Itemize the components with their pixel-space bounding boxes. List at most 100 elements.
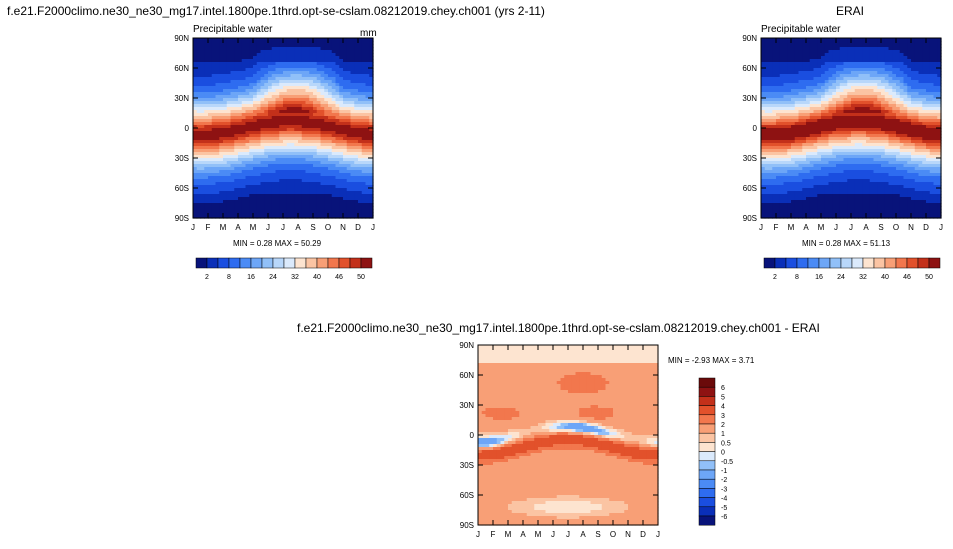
- heat-cell: [817, 155, 822, 159]
- heat-cell: [873, 116, 878, 120]
- heat-cell: [200, 95, 205, 99]
- heat-cell: [215, 47, 220, 51]
- heat-cell: [249, 95, 254, 99]
- heat-cell: [271, 77, 277, 81]
- heat-cell: [369, 65, 374, 69]
- heat-cell: [350, 206, 355, 210]
- heat-cell: [264, 95, 269, 99]
- heat-cell: [241, 140, 247, 144]
- heat-cell: [858, 152, 863, 156]
- heat-cell: [219, 65, 224, 69]
- heat-cell: [294, 80, 299, 84]
- heat-cell: [937, 122, 942, 126]
- heat-cell: [929, 44, 935, 48]
- heat-cell: [926, 119, 931, 123]
- heat-cell: [283, 74, 288, 78]
- heat-cell: [346, 50, 352, 54]
- heat-cell: [301, 65, 307, 69]
- heat-cell: [241, 122, 247, 126]
- heat-cell: [809, 146, 815, 150]
- heat-cell: [283, 89, 288, 93]
- heat-cell: [298, 164, 303, 168]
- heat-cell: [245, 59, 250, 63]
- heat-cell: [298, 131, 303, 135]
- heat-cell: [881, 107, 886, 111]
- heat-cell: [358, 86, 363, 90]
- heat-cell: [350, 137, 355, 141]
- heat-cell: [196, 125, 202, 129]
- heat-cell: [226, 146, 232, 150]
- heat-cell: [929, 80, 935, 84]
- heat-cell: [817, 104, 822, 108]
- heat-cell: [211, 188, 217, 192]
- heat-cell: [320, 200, 325, 204]
- heat-cell: [866, 134, 871, 138]
- heat-cell: [200, 164, 205, 168]
- heat-cell: [914, 44, 920, 48]
- heat-cell: [354, 59, 359, 63]
- heat-cell: [253, 113, 258, 117]
- heat-cell: [798, 56, 803, 60]
- heat-cell: [204, 122, 209, 126]
- heat-cell: [832, 59, 837, 63]
- heat-cell: [365, 155, 370, 159]
- heat-cell: [907, 158, 912, 162]
- heat-cell: [821, 155, 826, 159]
- heat-cell: [862, 134, 867, 138]
- heat-cell: [324, 161, 329, 165]
- heat-cell: [193, 203, 198, 207]
- heat-cell: [253, 149, 258, 153]
- heat-cell: [892, 125, 897, 129]
- heat-cell: [937, 131, 942, 135]
- heat-cell: [843, 140, 848, 144]
- heat-cell: [839, 140, 845, 144]
- heat-cell: [847, 143, 852, 147]
- heat-cell: [234, 131, 239, 135]
- heat-cell: [858, 80, 863, 84]
- heat-cell: [937, 134, 942, 138]
- heat-cell: [824, 44, 830, 48]
- heat-cell: [787, 65, 792, 69]
- heat-cell: [354, 140, 359, 144]
- heat-cell: [223, 86, 228, 90]
- heat-cell: [328, 158, 333, 162]
- heat-cell: [226, 83, 232, 87]
- heat-cell: [899, 56, 905, 60]
- heat-cell: [230, 41, 235, 45]
- heat-cell: [264, 68, 269, 72]
- heat-cell: [316, 98, 322, 102]
- heat-cell: [817, 134, 822, 138]
- heat-cell: [806, 68, 811, 72]
- heat-cell: [230, 146, 235, 150]
- heat-cell: [884, 146, 890, 150]
- heat-cell: [219, 83, 224, 87]
- heat-cell: [832, 149, 837, 153]
- heat-cell: [294, 125, 299, 129]
- heat-cell: [911, 95, 916, 99]
- heat-cell: [260, 173, 265, 177]
- heat-cell: [926, 62, 931, 66]
- heat-cell: [193, 176, 198, 180]
- heat-cell: [933, 95, 938, 99]
- heat-cell: [309, 53, 314, 57]
- heat-cell: [858, 122, 863, 126]
- heat-cell: [268, 110, 273, 114]
- heat-cell: [888, 74, 893, 78]
- heat-cell: [802, 80, 807, 84]
- heat-cell: [283, 134, 288, 138]
- heat-cell: [313, 98, 318, 102]
- heat-cell: [275, 92, 280, 96]
- heat-cell: [929, 140, 935, 144]
- heat-cell: [824, 158, 830, 162]
- heat-cell: [888, 158, 893, 162]
- heat-cell: [918, 56, 923, 60]
- heat-cell: [223, 92, 228, 96]
- heat-cell: [320, 74, 325, 78]
- heat-cell: [279, 113, 284, 117]
- heat-cell: [234, 119, 239, 123]
- heat-cell: [911, 128, 916, 132]
- heat-cell: [809, 50, 815, 54]
- heat-cell: [854, 128, 860, 132]
- heat-cell: [922, 92, 927, 96]
- heat-cell: [926, 74, 931, 78]
